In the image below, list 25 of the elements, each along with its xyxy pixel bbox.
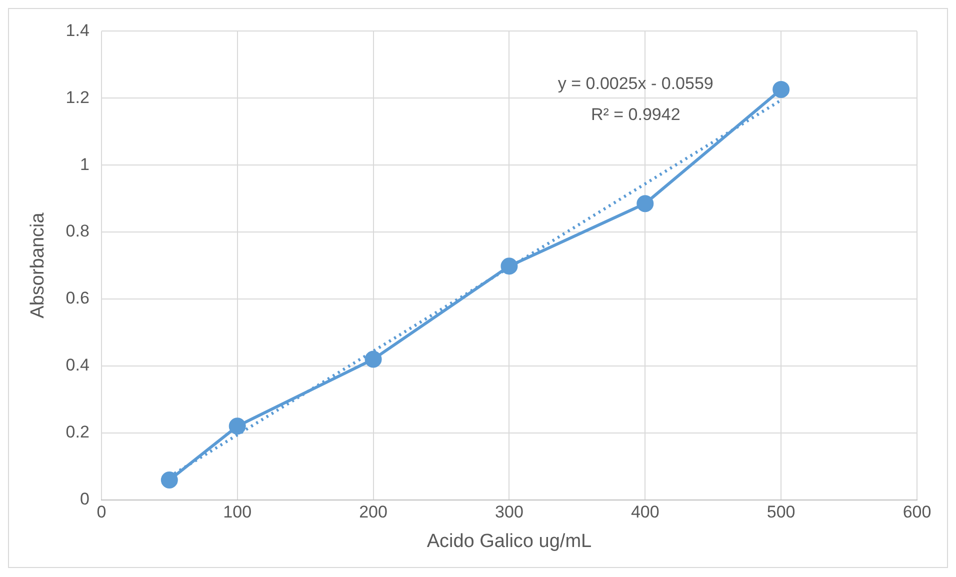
point [160,472,178,489]
x-tick-label: 100 [223,502,252,522]
y-tick-label: 1.2 [66,88,90,107]
x-tick-label: 600 [902,502,932,522]
y-tick-label: 0.8 [66,222,90,241]
x-tick-label: 400 [630,502,660,522]
point [500,258,518,275]
y-tick-label: 1.4 [66,20,90,40]
y-tick-label: 0 [80,489,90,508]
y-tick-label: 0.4 [66,356,90,375]
y-tick-label: 1 [80,154,90,174]
point [772,80,790,98]
point [636,195,654,212]
x-tick-label: 0 [96,502,106,522]
point [364,350,382,368]
y-tick-label: 0.6 [66,288,90,308]
annotation: R² = 0.9942 [590,104,680,124]
y-tick-label: 0.2 [66,422,90,442]
x-tick-label: 300 [495,502,524,522]
point [228,418,246,435]
x-tick-label: 200 [359,502,388,522]
x-axis-title: Acido Galico ug/mL [426,530,592,552]
x-tick-label: 500 [766,502,796,522]
y-axis-title: Absorbancia [28,212,49,318]
annotation: y = 0.0025x - 0.0559 [558,74,714,93]
